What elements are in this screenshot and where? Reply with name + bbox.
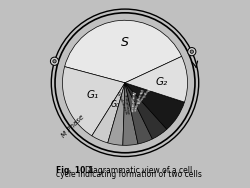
Wedge shape (125, 83, 152, 144)
Text: G₀: G₀ (111, 100, 120, 109)
Circle shape (50, 57, 58, 65)
Text: Diagrammatic view of a cell: Diagrammatic view of a cell (85, 166, 192, 175)
Wedge shape (108, 83, 125, 145)
Wedge shape (125, 83, 184, 129)
Text: cycle indicating formation of two cells: cycle indicating formation of two cells (56, 170, 202, 179)
Circle shape (190, 50, 194, 53)
Circle shape (53, 60, 56, 63)
Wedge shape (62, 67, 125, 136)
Circle shape (188, 48, 196, 56)
Wedge shape (125, 56, 188, 102)
Text: Metaphase: Metaphase (131, 88, 142, 112)
Text: Telophase: Telophase (123, 92, 130, 114)
Wedge shape (123, 83, 138, 145)
Wedge shape (64, 20, 182, 83)
Text: G₁: G₁ (86, 90, 99, 100)
Wedge shape (92, 83, 125, 143)
Text: G₂: G₂ (155, 77, 168, 86)
Text: S: S (121, 36, 129, 49)
Text: M Phase: M Phase (61, 113, 86, 138)
Text: Fig. 10.1: Fig. 10.1 (56, 166, 94, 175)
Text: Anaphase: Anaphase (129, 91, 134, 113)
Text: Cytokinesis: Cytokinesis (116, 91, 128, 115)
Wedge shape (125, 83, 167, 139)
Text: Prophase: Prophase (135, 86, 150, 104)
